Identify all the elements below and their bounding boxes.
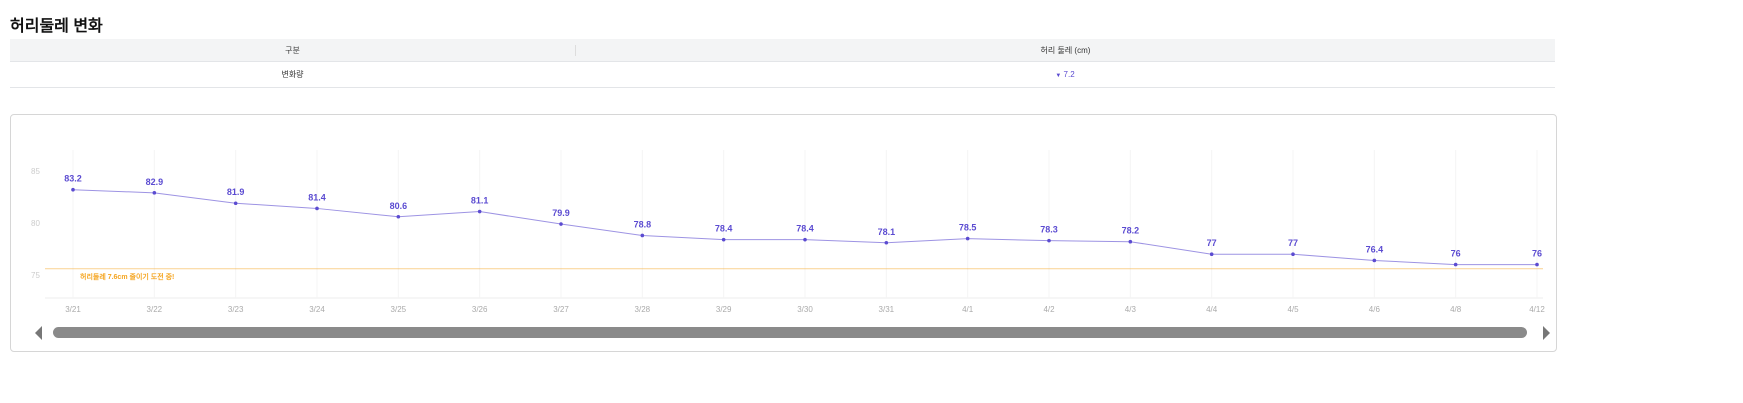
header-category: 구분 xyxy=(10,44,576,56)
table-row: 변화량 ▼ 7.2 xyxy=(10,62,1555,88)
data-point xyxy=(559,222,563,226)
target-label: 허리둘레 7.6cm 줄이기 도전 중! xyxy=(80,272,174,281)
x-tick-label: 4/8 xyxy=(1450,305,1462,314)
data-point xyxy=(396,214,401,219)
data-label: 81.9 xyxy=(227,187,245,197)
y-tick-label: 80 xyxy=(31,219,40,228)
data-label: 76.4 xyxy=(1366,244,1384,254)
scroll-left-icon[interactable] xyxy=(35,326,42,340)
x-tick-label: 4/2 xyxy=(1043,305,1055,314)
y-tick-label: 85 xyxy=(31,167,40,176)
x-tick-label: 3/24 xyxy=(309,305,325,314)
table-header: 구분 허리 둘레 (cm) xyxy=(10,39,1555,62)
x-tick-label: 3/29 xyxy=(716,305,732,314)
data-point xyxy=(1047,238,1051,243)
x-tick-label: 4/3 xyxy=(1125,305,1137,314)
data-point xyxy=(1372,258,1377,263)
x-tick-label: 3/27 xyxy=(553,305,569,314)
data-point xyxy=(233,201,238,206)
row-value: ▼ 7.2 xyxy=(575,70,1555,79)
data-label: 76 xyxy=(1532,249,1542,259)
data-point xyxy=(1128,239,1133,244)
data-label: 76 xyxy=(1451,249,1461,259)
data-label: 79.9 xyxy=(552,208,570,218)
data-point xyxy=(1535,262,1539,267)
x-tick-label: 3/22 xyxy=(147,305,163,314)
data-label: 78.8 xyxy=(634,219,652,229)
data-label: 80.6 xyxy=(390,201,408,211)
scroll-right-icon[interactable] xyxy=(1543,326,1550,340)
x-tick-label: 3/30 xyxy=(797,305,813,314)
x-tick-label: 3/31 xyxy=(879,305,895,314)
data-label: 81.1 xyxy=(471,196,489,206)
data-point xyxy=(1453,262,1458,267)
change-value: 7.2 xyxy=(1063,70,1075,79)
data-label: 78.4 xyxy=(796,224,814,234)
data-point xyxy=(315,206,319,211)
data-label: 83.2 xyxy=(64,174,82,184)
row-label: 변화량 xyxy=(281,70,304,79)
data-label: 82.9 xyxy=(146,177,164,187)
data-label: 77 xyxy=(1207,238,1217,248)
data-point xyxy=(477,209,482,214)
data-label: 77 xyxy=(1288,238,1298,248)
data-label: 78.2 xyxy=(1122,226,1140,236)
change-table: 구분 허리 둘레 (cm) 변화량 ▼ 7.2 xyxy=(10,39,1555,88)
data-point xyxy=(884,240,889,245)
data-label: 78.5 xyxy=(959,223,977,233)
x-tick-label: 4/1 xyxy=(962,305,974,314)
data-point xyxy=(803,237,807,242)
x-tick-label: 3/23 xyxy=(228,305,244,314)
data-label: 78.1 xyxy=(878,227,896,237)
x-tick-label: 3/25 xyxy=(391,305,407,314)
down-arrow-icon: ▼ xyxy=(1055,73,1062,79)
data-point xyxy=(71,187,75,192)
x-tick-label: 4/5 xyxy=(1287,305,1299,314)
data-point xyxy=(1291,252,1295,256)
data-label: 78.4 xyxy=(715,224,733,234)
x-tick-label: 4/12 xyxy=(1529,305,1545,314)
data-label: 81.4 xyxy=(308,192,326,202)
x-tick-label: 3/21 xyxy=(65,305,81,314)
data-point xyxy=(152,191,157,195)
chart-container xyxy=(10,114,1557,352)
data-point xyxy=(1209,252,1214,256)
x-tick-label: 3/26 xyxy=(472,305,488,314)
x-tick-label: 4/6 xyxy=(1369,305,1381,314)
page-title: 허리둘레 변화 xyxy=(10,18,103,35)
x-tick-label: 3/28 xyxy=(635,305,651,314)
y-tick-label: 75 xyxy=(31,271,40,280)
header-waist: 허리 둘레 (cm) xyxy=(1040,45,1091,55)
data-point xyxy=(640,233,645,238)
x-tick-label: 4/4 xyxy=(1206,305,1218,314)
horizontal-scrollbar[interactable] xyxy=(53,327,1527,338)
data-label: 78.3 xyxy=(1040,225,1058,235)
data-point xyxy=(721,237,726,242)
data-point xyxy=(965,236,970,241)
